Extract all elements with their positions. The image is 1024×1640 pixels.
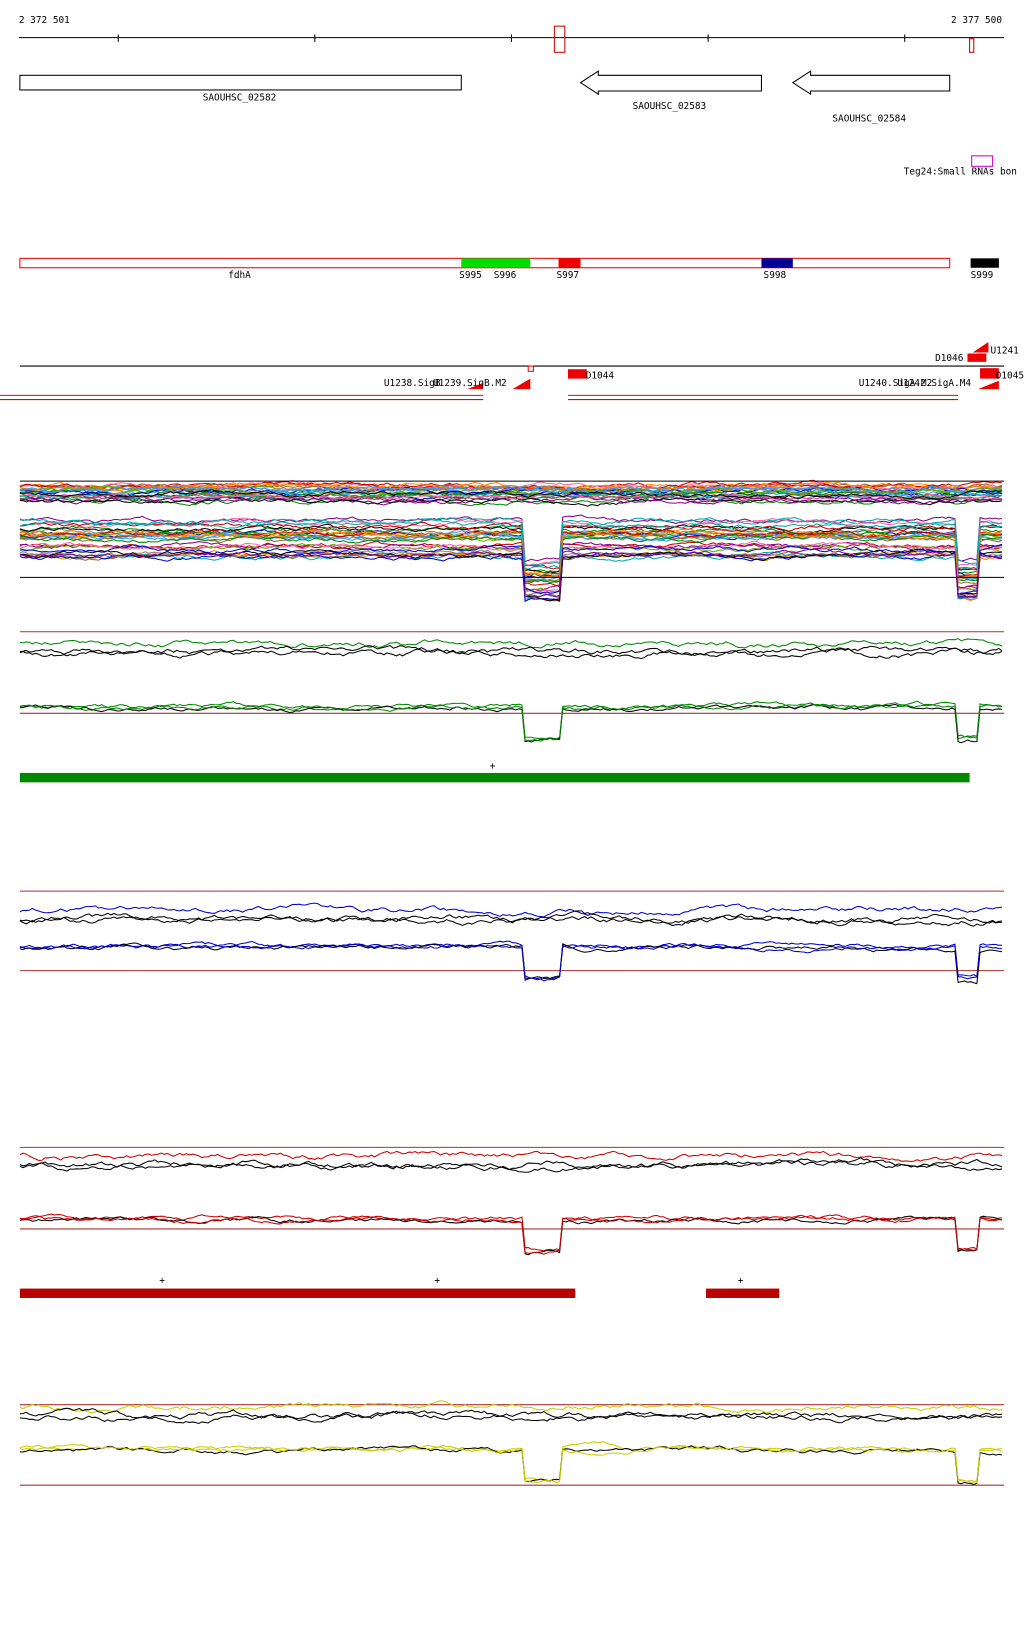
trace — [19, 647, 1003, 660]
gene-label: SAOUHSC_02584 — [832, 113, 906, 124]
trace — [19, 518, 1003, 571]
trace — [19, 637, 1003, 649]
trace — [19, 543, 1003, 593]
gene-label: SAOUHSC_02583 — [633, 101, 707, 112]
trace — [19, 549, 1003, 600]
red-segment — [706, 1288, 780, 1298]
expression-traces — [19, 479, 1005, 1486]
trace — [19, 701, 1003, 742]
transcript-shapes — [0, 342, 1005, 401]
trace — [19, 523, 1003, 574]
trace — [19, 543, 1003, 596]
trace — [19, 645, 1003, 656]
transcript-label: D1044 — [586, 371, 615, 382]
trace — [19, 940, 1003, 981]
trace — [19, 532, 1003, 584]
trace — [19, 548, 1003, 602]
transcript-label: D1045 — [996, 371, 1024, 382]
trace — [19, 1445, 1003, 1486]
trace — [19, 529, 1003, 581]
trace — [19, 481, 1003, 492]
ruler-end: 2 377 500 — [951, 15, 1002, 26]
marker: + — [434, 1275, 440, 1286]
feature-label: S997 — [556, 270, 579, 281]
trace — [19, 493, 1003, 501]
ruler-start: 2 372 501 — [19, 15, 70, 26]
transcript-label: U1240.SigA.M2 — [859, 378, 933, 389]
trace — [19, 1159, 1003, 1173]
gene-label: SAOUHSC_02582 — [203, 92, 277, 103]
trace — [19, 940, 1003, 982]
trace — [19, 485, 1003, 497]
red-segment — [19, 1288, 576, 1298]
trace — [19, 902, 1003, 918]
gene-shapes — [19, 70, 994, 167]
transcript-label: U1242.SigA.M4 — [897, 378, 971, 389]
trace — [19, 915, 1003, 927]
feature-label: fdhA — [228, 270, 251, 281]
trace — [19, 703, 1003, 744]
trace — [19, 1407, 1003, 1421]
marker: + — [159, 1275, 165, 1286]
trace — [19, 529, 1003, 579]
features — [19, 257, 999, 269]
trace — [19, 1157, 1003, 1172]
transcript-label: U1241 — [991, 346, 1020, 357]
trace — [19, 552, 1003, 603]
green-segment — [19, 772, 970, 783]
small-rna-label: Teg24:Small RNAs bon — [904, 167, 1017, 178]
trace — [19, 517, 1003, 567]
marker: + — [738, 1275, 744, 1286]
trace — [19, 1441, 1003, 1483]
feature-label: S996 — [494, 270, 517, 281]
ruler — [18, 25, 1005, 53]
trace — [19, 489, 1003, 500]
trace — [19, 551, 1003, 600]
trace — [19, 540, 1003, 594]
trace — [19, 541, 1003, 591]
trace — [19, 1444, 1003, 1484]
trace — [19, 1400, 1003, 1414]
trace — [19, 1409, 1003, 1425]
trace — [19, 700, 1003, 741]
trace — [19, 942, 1003, 985]
trace — [19, 1215, 1003, 1256]
trace — [19, 494, 1003, 507]
transcript-label: D1046 — [935, 353, 964, 364]
trace — [19, 530, 1003, 581]
feature-label: S999 — [971, 270, 994, 281]
feature-label: S998 — [764, 270, 787, 281]
transcript-label: U1239.SigB.M2 — [433, 378, 507, 389]
trace — [19, 548, 1003, 599]
marker: + — [490, 761, 496, 772]
feature-label: S995 — [459, 270, 482, 281]
trace — [19, 1213, 1003, 1255]
trace — [19, 1150, 1003, 1163]
transcript-label: U1238.SigB — [384, 378, 441, 389]
trace — [19, 532, 1003, 585]
